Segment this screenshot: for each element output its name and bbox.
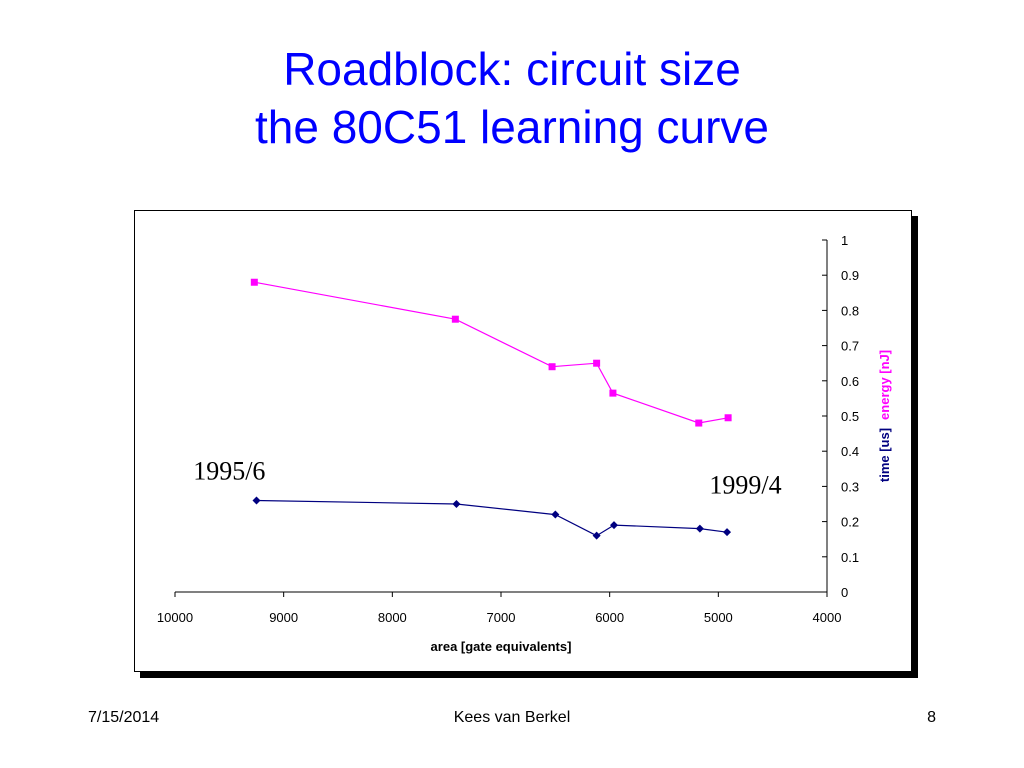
y-tick-label: 0.3 — [841, 479, 859, 494]
chart-frame — [134, 210, 912, 672]
y-tick-label: 0.2 — [841, 515, 859, 530]
y-axis-title-energy: energy [nJ] — [877, 350, 892, 420]
time-data-point — [252, 496, 261, 505]
energy-data-point — [695, 419, 703, 427]
y-tick-label: 0.9 — [841, 268, 859, 283]
x-tick-label: 4000 — [813, 610, 842, 625]
time-data-point — [723, 528, 732, 537]
energy-series-line — [254, 281, 729, 424]
y-tick-label: 0.6 — [841, 374, 859, 389]
footer-author: Kees van Berkel — [453, 709, 571, 726]
x-tick-label: 8000 — [378, 610, 407, 625]
x-tick-label: 6000 — [595, 610, 624, 625]
slide-title-line-1: Roadblock: circuit size — [283, 43, 741, 95]
slide-title-line-2: the 80C51 learning curve — [255, 101, 769, 153]
time-data-point — [592, 531, 601, 540]
energy-data-point — [724, 414, 732, 422]
chart-annotation-1: 1995/6 — [193, 456, 265, 485]
energy-data-point — [548, 363, 556, 371]
y-tick-label: 0 — [841, 585, 848, 600]
footer-page-number: 8 — [927, 709, 936, 726]
x-tick-label: 10000 — [157, 610, 193, 625]
energy-data-point — [250, 278, 258, 286]
y-tick-label: 0.1 — [841, 550, 859, 565]
y-axis-title-time: time [us] — [877, 428, 892, 482]
energy-data-point — [451, 315, 459, 323]
y-tick-label: 0.7 — [841, 339, 859, 354]
y-tick-label: 0.5 — [841, 409, 859, 424]
x-tick-label: 9000 — [269, 610, 298, 625]
x-axis-title: area [gate equivalents] — [431, 639, 572, 654]
time-series-line — [256, 499, 728, 537]
energy-data-point — [609, 389, 617, 397]
time-data-point — [551, 510, 560, 519]
x-tick-label: 7000 — [487, 610, 516, 625]
energy-data-point — [593, 359, 601, 367]
y-tick-label: 0.4 — [841, 444, 859, 459]
time-data-point — [610, 521, 619, 530]
time-data-point — [695, 524, 704, 533]
y-axis-title: time [us] energy [nJ] — [877, 350, 892, 482]
time-data-point — [452, 500, 461, 508]
slide-title: Roadblock: circuit size the 80C51 learni… — [0, 40, 1024, 156]
footer-date: 7/15/2014 — [88, 709, 160, 726]
y-tick-label: 0.8 — [841, 303, 859, 318]
x-tick-label: 5000 — [704, 610, 733, 625]
y-tick-label: 1 — [841, 233, 848, 248]
chart-annotation-2: 1999/4 — [709, 470, 781, 499]
